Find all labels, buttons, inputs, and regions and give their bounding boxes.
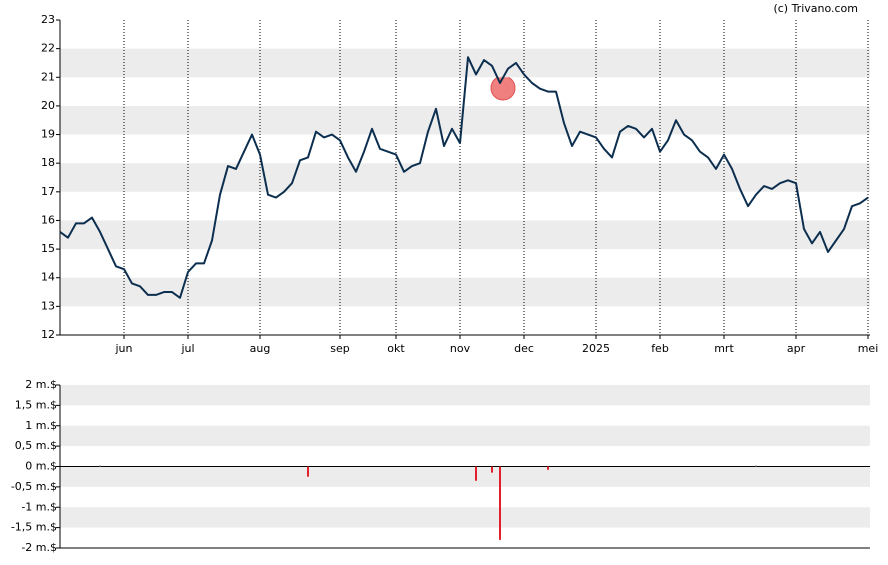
x-tick-label: apr (787, 342, 806, 355)
source: (c) Trivano.com (773, 2, 858, 15)
x-tick-label: dec (514, 342, 534, 355)
x-tick-label: sep (330, 342, 349, 355)
grid-band (60, 163, 870, 192)
bar (475, 466, 477, 481)
grid-band (60, 385, 870, 406)
grid-band (60, 105, 870, 135)
x-tick-label: jul (180, 342, 194, 355)
grid-band (60, 507, 870, 528)
bar (499, 466, 501, 540)
x-tick-label: mei (858, 342, 879, 355)
bar (491, 466, 493, 473)
y-tick-label: 19 (41, 128, 55, 141)
x-tick-label: mrt (714, 342, 734, 355)
grid-band (60, 277, 870, 307)
y-tick-label: 14 (41, 271, 55, 284)
y-tick-label: 23 (41, 13, 55, 26)
bar (99, 465, 101, 467)
x-tick-label: aug (250, 342, 271, 355)
grid-band (60, 220, 870, 250)
grid-band (60, 48, 870, 78)
y-tick-label: 0 m.$ (25, 460, 57, 473)
y-tick-label: 15 (41, 242, 55, 255)
y-tick-label: 0,5 m.$ (15, 439, 57, 452)
y-tick-label: 1,5 m.$ (15, 398, 57, 411)
y-tick-label: -0,5 m.$ (11, 480, 57, 493)
y-tick-label: -1 m.$ (21, 500, 57, 513)
price-line (59, 56, 869, 299)
x-tick-label: nov (450, 342, 471, 355)
x-tick-label: jun (115, 342, 133, 355)
y-tick-label: -2 m.$ (21, 541, 57, 554)
y-tick-label: 16 (41, 213, 55, 226)
x-tick-label: okt (387, 342, 405, 355)
y-tick-label: 20 (41, 99, 55, 112)
x-tick-label: feb (651, 342, 669, 355)
bar (307, 466, 309, 477)
y-tick-label: -1,5 m.$ (11, 521, 57, 534)
y-tick-label: 13 (41, 299, 55, 312)
y-tick-label: 22 (41, 42, 55, 55)
y-tick-label: 12 (41, 328, 55, 341)
bar (547, 466, 549, 470)
y-tick-label: 1 m.$ (25, 419, 57, 432)
grid-band (60, 466, 870, 487)
y-tick-label: 2 m.$ (25, 378, 57, 391)
y-tick-label: 21 (41, 70, 55, 83)
bar (755, 465, 757, 467)
x-tick-label: 2025 (582, 342, 610, 355)
y-tick-label: 18 (41, 156, 55, 169)
y-tick-label: 17 (41, 185, 55, 198)
grid-band (60, 425, 870, 447)
